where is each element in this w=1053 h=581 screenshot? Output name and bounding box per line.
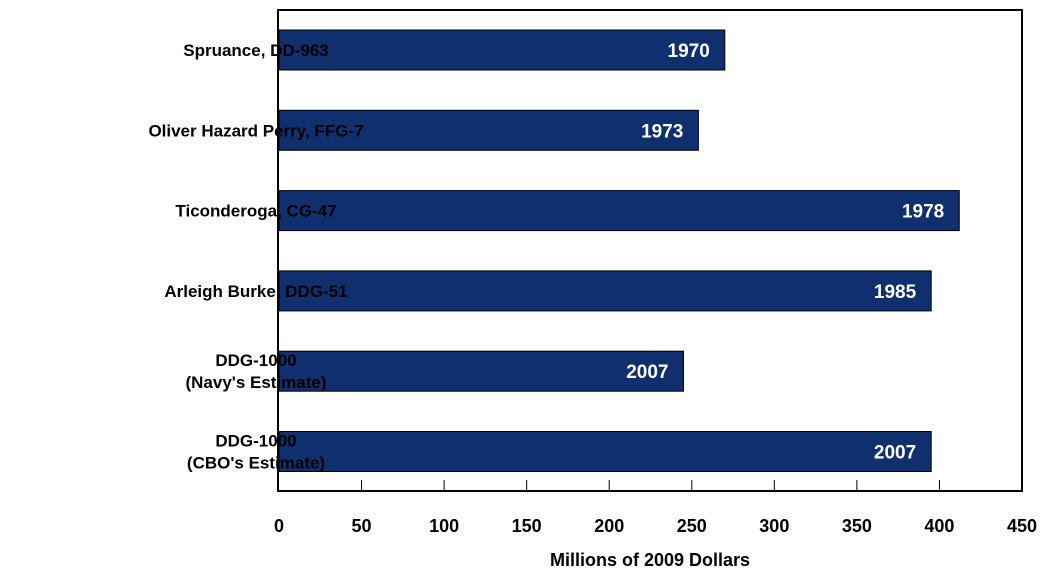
x-tick-label: 0 — [274, 516, 284, 536]
x-tick-label: 250 — [677, 516, 707, 536]
bar-data-label: 1978 — [902, 202, 944, 223]
bar — [278, 270, 932, 312]
category-label: Oliver Hazard Perry, FFG-7 — [148, 121, 363, 140]
bar — [278, 431, 932, 472]
category-labels: Spruance, DD-963 Oliver Hazard Perry, FFG… — [148, 41, 363, 473]
category-label: Ticonderoga, CG-47 — [175, 202, 336, 221]
x-axis-title: Millions of 2009 Dollars — [550, 550, 750, 570]
x-tick-label: 200 — [594, 516, 624, 536]
category-label: (Navy's Estimate) — [185, 373, 326, 392]
category-label: Arleigh Burke, DDG-51 — [164, 282, 347, 301]
x-tick-label: 450 — [1007, 516, 1037, 536]
bar — [278, 109, 699, 151]
x-tick-label: 400 — [924, 516, 954, 536]
bar-data-label: 1970 — [668, 41, 710, 62]
bar — [278, 350, 685, 392]
bars-layer: 1970 1973 1978 1985 2007 2007 — [278, 29, 960, 472]
x-tick-label: 100 — [429, 516, 459, 536]
category-label: DDG-1000 — [215, 351, 296, 370]
x-tick-label: 50 — [352, 516, 372, 536]
bar-data-label: 2007 — [874, 443, 916, 464]
category-label: DDG-1000 — [215, 432, 296, 451]
x-tick-label: 300 — [759, 516, 789, 536]
category-label: Spruance, DD-963 — [183, 41, 329, 60]
bar-data-label: 1985 — [874, 282, 917, 303]
plot-frame — [277, 9, 1023, 492]
bar-data-label: 1973 — [641, 121, 683, 142]
x-tick-label: 150 — [512, 516, 542, 536]
x-tick-label: 350 — [842, 516, 872, 536]
bar-data-label: 2007 — [626, 362, 668, 383]
bar — [278, 190, 960, 232]
x-axis-ticks: 0 50 100 150 200 250 300 350 400 450 — [274, 480, 1037, 536]
bar — [278, 29, 726, 71]
category-label: (CBO's Estimate) — [187, 454, 325, 473]
